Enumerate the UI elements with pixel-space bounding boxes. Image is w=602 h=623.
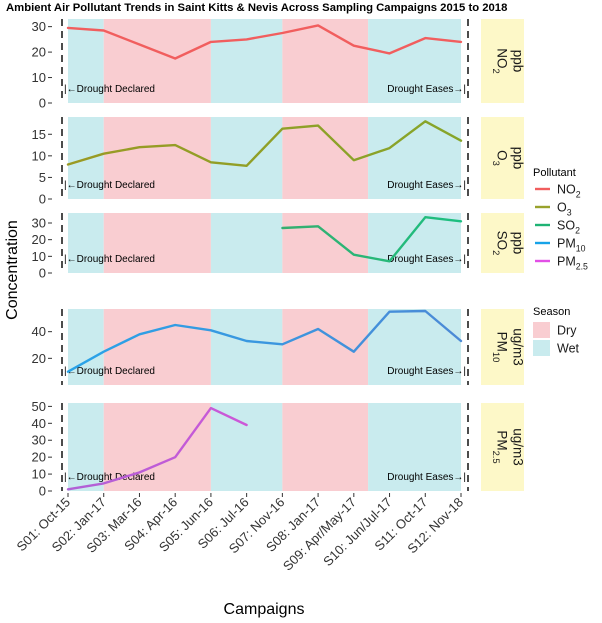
y-tick-label: 30	[32, 19, 46, 34]
legend-title-pollutant: Pollutant	[533, 167, 576, 179]
annotation-drought-eases: Drought Eases→|	[387, 254, 466, 265]
season-band-wet	[210, 309, 283, 385]
facet-unit: ppb	[511, 147, 526, 170]
legend-entry: O3	[557, 201, 572, 218]
facet-label: O3	[490, 150, 509, 166]
x-axis-title: Campaigns	[224, 601, 305, 618]
facet-strip	[481, 309, 524, 385]
annotation-drought-eases: Drought Eases→|	[387, 84, 466, 95]
season-band-dry	[282, 117, 369, 199]
season-band-wet	[368, 19, 461, 103]
y-tick-label: 10	[32, 70, 46, 85]
season-band-wet	[68, 19, 104, 103]
facet-label: NO2	[490, 48, 509, 74]
y-tick-label: 10	[32, 467, 46, 482]
season-band-wet	[368, 309, 461, 385]
series-line-pm10	[66, 309, 463, 373]
facet-strip	[481, 19, 524, 103]
facet-label: PM2.5	[490, 430, 509, 463]
y-axis-title: Concentration	[4, 220, 21, 320]
legend-entry: NO2	[557, 183, 581, 200]
y-tick-label: 40	[32, 324, 46, 339]
annotation-drought-eases: Drought Eases→|	[387, 472, 466, 483]
season-band-wet	[210, 19, 283, 103]
annotation-drought-declared: |←Drought Declared	[64, 84, 155, 95]
series-line-o3	[66, 120, 463, 168]
panel-pm10: 20 40 |←Drought Declared Drought Eases→| PM1…	[32, 309, 526, 385]
legend-key-dry	[533, 322, 550, 338]
y-tick-label: 40	[32, 416, 46, 431]
y-tick-label: 5	[39, 170, 46, 185]
annotation-drought-declared: |←Drought Declared	[64, 254, 155, 265]
y-tick-label: 0	[39, 484, 46, 499]
season-band-wet	[368, 403, 461, 491]
facet-unit: ppb	[511, 50, 526, 73]
season-band-wet	[210, 403, 283, 491]
season-band-dry	[282, 213, 369, 273]
annotation-drought-eases: Drought Eases→|	[387, 366, 466, 377]
legend-title-season: Season	[533, 306, 570, 318]
facet-unit: ug/m3	[511, 428, 526, 466]
y-tick-label: 0	[39, 266, 46, 281]
y-tick-label: 20	[32, 351, 46, 366]
season-band-wet	[210, 213, 283, 273]
legend-entry-dry: Dry	[557, 324, 577, 338]
y-tick-label: 30	[32, 433, 46, 448]
chart-title: Ambient Air Pollutant Trends in Saint Ki…	[6, 2, 507, 14]
panel-o3: 0 5 10 15 |←Drought Declared Drought Eases→| O…	[32, 117, 526, 207]
season-band-dry	[103, 19, 211, 103]
panel-no2: 0 10 20 30 |←Drought Declared Drought Eases→|…	[32, 19, 526, 111]
season-band-dry	[103, 309, 211, 385]
facet-label: SO2	[490, 231, 509, 256]
legend-entry: SO2	[557, 219, 580, 236]
y-tick-label: 20	[32, 232, 46, 247]
season-band-wet	[68, 309, 104, 385]
y-tick-label: 10	[32, 249, 46, 264]
legend-entry: PM2.5	[557, 255, 588, 272]
y-tick-label: 15	[32, 127, 46, 142]
annotation-drought-eases: Drought Eases→|	[387, 180, 466, 191]
y-tick-label: 0	[39, 192, 46, 207]
season-band-wet	[68, 403, 104, 491]
y-tick-label: 20	[32, 450, 46, 465]
season-band-dry	[282, 19, 369, 103]
season-band-dry	[282, 403, 369, 491]
series-line-no2	[66, 24, 463, 60]
legend-entry-wet: Wet	[557, 342, 580, 356]
facet-strip	[481, 213, 524, 273]
season-band-wet	[210, 117, 283, 199]
facet-unit: ppb	[511, 232, 526, 255]
facet-strip	[481, 403, 524, 491]
y-tick-label: 10	[32, 148, 46, 163]
season-band-dry	[103, 117, 211, 199]
panel-pm25: 0 10 20 30 40 50 |←Drought Declared Drought Eas…	[32, 399, 526, 499]
season-band-dry	[103, 403, 211, 491]
facet-strip	[481, 117, 524, 199]
y-tick-label: 30	[32, 216, 46, 231]
facet-unit: ug/m3	[511, 328, 526, 366]
season-band-dry	[103, 213, 211, 273]
annotation-drought-declared: |←Drought Declared	[64, 472, 155, 483]
season-band-wet	[368, 213, 461, 273]
annotation-drought-declared: |←Drought Declared	[64, 180, 155, 191]
y-tick-label: 0	[39, 96, 46, 111]
series-line-pm25	[66, 406, 248, 491]
y-tick-label: 20	[32, 45, 46, 60]
legend-key-wet	[533, 340, 550, 356]
season-band-wet	[68, 213, 104, 273]
facet-label: PM10	[490, 332, 509, 363]
series-line-so2	[281, 215, 463, 263]
annotation-drought-declared: |←Drought Declared	[64, 366, 155, 377]
season-band-dry	[282, 309, 369, 385]
y-tick-label: 50	[32, 399, 46, 414]
legend-entry: PM10	[557, 237, 586, 254]
